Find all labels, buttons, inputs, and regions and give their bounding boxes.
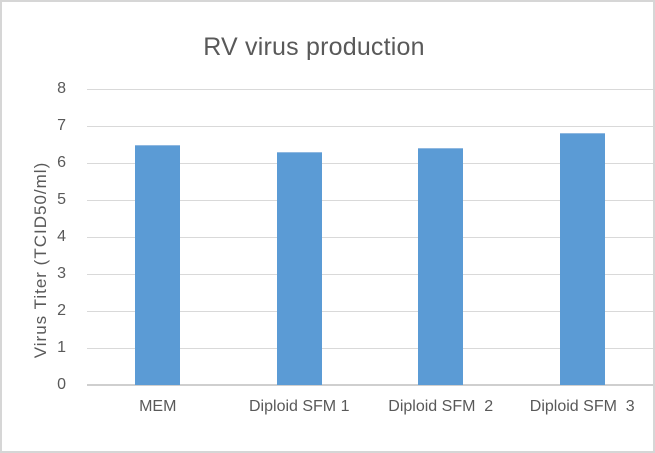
chart-title: RV virus production — [203, 33, 425, 61]
y-tick-label: 8 — [57, 80, 66, 97]
bar-mem — [135, 144, 181, 385]
gridline — [87, 311, 653, 312]
bar-diploid-sfm-3 — [559, 133, 605, 385]
y-tick-label: 4 — [57, 228, 66, 245]
x-axis-label: Diploid SFM 2 — [388, 398, 494, 415]
x-axis-label: MEM — [139, 398, 177, 415]
bar-diploid-sfm-2 — [418, 148, 464, 385]
bar-diploid-sfm-1 — [276, 151, 322, 385]
y-tick-label: 0 — [57, 376, 66, 393]
gridline — [87, 274, 653, 275]
gridline — [87, 126, 653, 127]
x-axis-line — [87, 384, 653, 386]
gridline — [87, 200, 653, 201]
y-tick-label: 1 — [57, 339, 66, 356]
x-axis-label: Diploid SFM 3 — [529, 398, 635, 415]
gridline — [87, 237, 653, 238]
gridline — [87, 163, 653, 164]
y-tick-label: 3 — [57, 265, 66, 282]
y-tick-label: 6 — [57, 154, 66, 171]
y-tick-label: 5 — [57, 191, 66, 208]
gridline — [87, 89, 653, 90]
y-tick-label: 2 — [57, 302, 66, 319]
x-axis-label: Diploid SFM 1 — [249, 398, 350, 415]
gridline — [87, 348, 653, 349]
y-tick-label: 7 — [57, 117, 66, 134]
